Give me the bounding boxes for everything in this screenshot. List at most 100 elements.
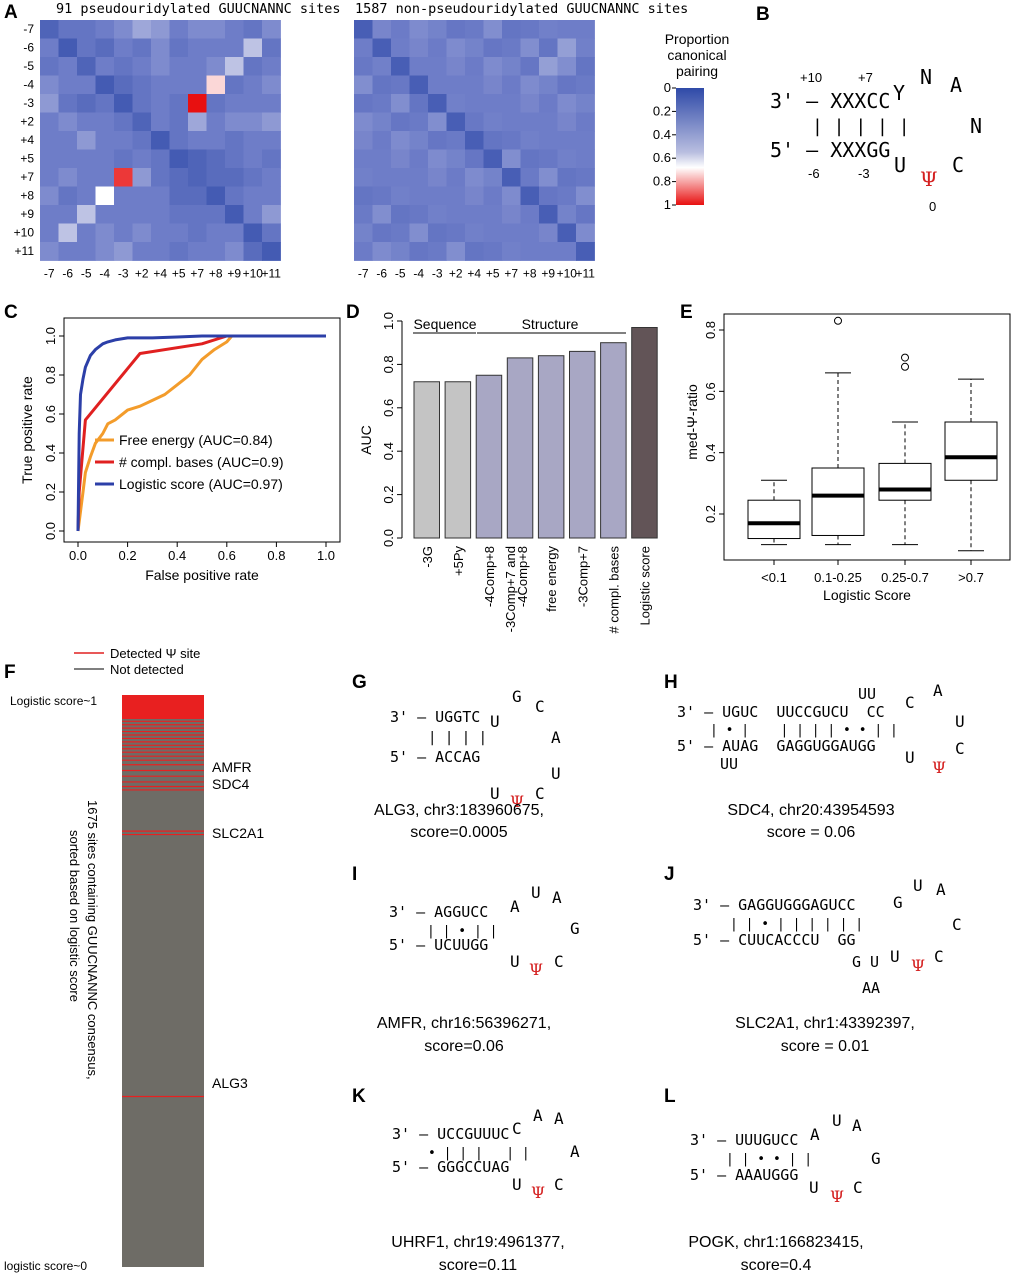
heatmap-right-cell	[446, 112, 466, 132]
heatmap-left-title: 91 pseudouridylated GUUCNANNC sites	[56, 1, 340, 17]
structure-k: 3' – UCCGUUUC • | | | | | 5' – GGGCCUAG …	[391, 1106, 580, 1274]
heatmap-col-label: +2	[449, 267, 463, 281]
heatmap-right-cell	[446, 149, 466, 169]
auc-bar-label: free energy	[544, 546, 559, 612]
l-loop-a2: A	[852, 1116, 862, 1135]
heatmap-right-cell	[502, 112, 521, 132]
heatmap-right-cell	[428, 149, 447, 169]
heatmap-left-cell	[169, 38, 189, 58]
legend-title-line1: Proportion	[665, 31, 730, 47]
heatmap-right-cell	[576, 75, 595, 95]
heatmap-left-cell	[114, 223, 133, 243]
heatmap-right-cell	[576, 94, 595, 113]
heatmap-right-cell	[483, 168, 503, 187]
heatmap-right-cell	[483, 131, 503, 150]
h-strand-5prime: 5' – AUAG GAGGUGGAUGG	[677, 737, 876, 755]
h-loop-c1: C	[905, 693, 915, 712]
heatmap-left-cell	[243, 20, 263, 39]
heatmap-left-cell	[243, 94, 263, 113]
heatmap-col-label: +10	[557, 267, 578, 281]
heatmap-right-cell	[520, 242, 540, 261]
i-loop-a1: A	[510, 897, 520, 916]
i-loop-a2: A	[552, 888, 562, 907]
j-loop-u2: U	[890, 947, 900, 966]
heatmap-right-cell	[372, 57, 392, 76]
heatmap-left-cell	[262, 20, 281, 39]
heatmap-col-label: +11	[576, 267, 596, 281]
heatmap-right-cell	[428, 131, 447, 150]
heatmap-row-label: +2	[20, 114, 34, 128]
heatmap-left-cell	[262, 131, 281, 150]
heatmap-right-cell	[391, 205, 410, 224]
heatmap-left-cell	[114, 168, 133, 187]
heatmap-left-cell	[225, 38, 244, 58]
heatmap-right-cell	[409, 131, 429, 150]
heatmap-col-label: +4	[467, 267, 481, 281]
heatmap-left-cell	[77, 57, 96, 76]
heatmap-col-label: +9	[541, 267, 555, 281]
heatmap-left-cell	[58, 112, 78, 132]
heatmap-right-cell	[446, 131, 466, 150]
panel-letter-k: K	[352, 1086, 366, 1107]
heatmap-right-cell	[465, 149, 484, 169]
heatmap-left-cell	[169, 20, 189, 39]
roc-y-tick-label: 0.0	[43, 522, 58, 540]
b-loop-y: Y	[893, 81, 905, 105]
heatmap-right-cell	[354, 20, 373, 39]
heatmap-left-cell	[151, 186, 170, 206]
heatmap-left-cell	[262, 75, 281, 95]
k-loop-psi: Ψ	[531, 1183, 545, 1202]
heatmap-left-cell	[169, 205, 189, 224]
heatmap-row-label: +9	[20, 207, 34, 221]
heatmap-right-cell	[428, 57, 447, 76]
auc-bar	[475, 374, 503, 539]
detected-site-block	[122, 695, 204, 719]
l-loop-u2: U	[809, 1178, 819, 1197]
heatmap-right-cell	[465, 112, 484, 132]
heatmap-left-cell	[225, 242, 244, 261]
heatmap-left-cell	[188, 20, 207, 39]
k-caption-location: UHRF1, chr19:4961377,	[391, 1234, 564, 1251]
heatmap-right-cell	[465, 57, 484, 76]
heatmap-left-cell	[206, 57, 226, 76]
legend-colorbar	[676, 88, 704, 205]
heatmap-right-cell	[465, 205, 484, 224]
heatmap-right-cell	[391, 242, 410, 261]
j-loop-c1: C	[952, 915, 962, 934]
g-strand-3prime: 3' – UGGTC	[390, 708, 480, 726]
heatmap-left-cell	[188, 205, 207, 224]
heatmap-row-label: -5	[23, 59, 34, 73]
heatmap-col-label: -6	[376, 267, 387, 281]
auc-bar-label: +5Py	[451, 546, 466, 576]
heatmap-left-cell	[40, 75, 59, 95]
heatmap-right-cell	[391, 94, 410, 113]
auc-bar-label: -3G	[420, 546, 435, 568]
heatmap-left-cell	[77, 38, 96, 58]
heatmap-right-cell	[483, 94, 503, 113]
roc-x-tick-label: 0.2	[119, 548, 137, 563]
heatmap-col-label: +10	[243, 267, 264, 281]
h-loop-u1: U	[955, 712, 965, 731]
heatmap-left-cell	[169, 149, 189, 169]
heatmap-right-cell	[354, 242, 373, 261]
heatmap-left-cell	[243, 205, 263, 224]
heatmap-col-label: -7	[358, 267, 369, 281]
legend-tick-label: 0.2	[653, 103, 671, 118]
h-pairs: | • | | | | | • • | |	[710, 723, 898, 738]
box-x-tick-label: 0.1-0.25	[814, 570, 862, 585]
heatmap-left-cell	[169, 112, 189, 132]
heatmap-left-cell	[151, 57, 170, 76]
heatmap-left-cell	[206, 168, 226, 187]
heatmap-left-cell	[206, 38, 226, 58]
heatmap-left-cell	[188, 242, 207, 261]
heatmap-left-cell	[132, 168, 152, 187]
heatmap-left-cell	[151, 38, 170, 58]
heatmap-right-cell	[354, 186, 373, 206]
i-loop-psi: Ψ	[529, 960, 543, 979]
roc-y-axis-label: True positive rate	[19, 376, 35, 484]
heatmap-right-cell	[428, 38, 447, 58]
k-loop-a3: A	[570, 1142, 580, 1161]
heatmap-left-cell	[132, 131, 152, 150]
heatmap-right-cell	[391, 112, 410, 132]
